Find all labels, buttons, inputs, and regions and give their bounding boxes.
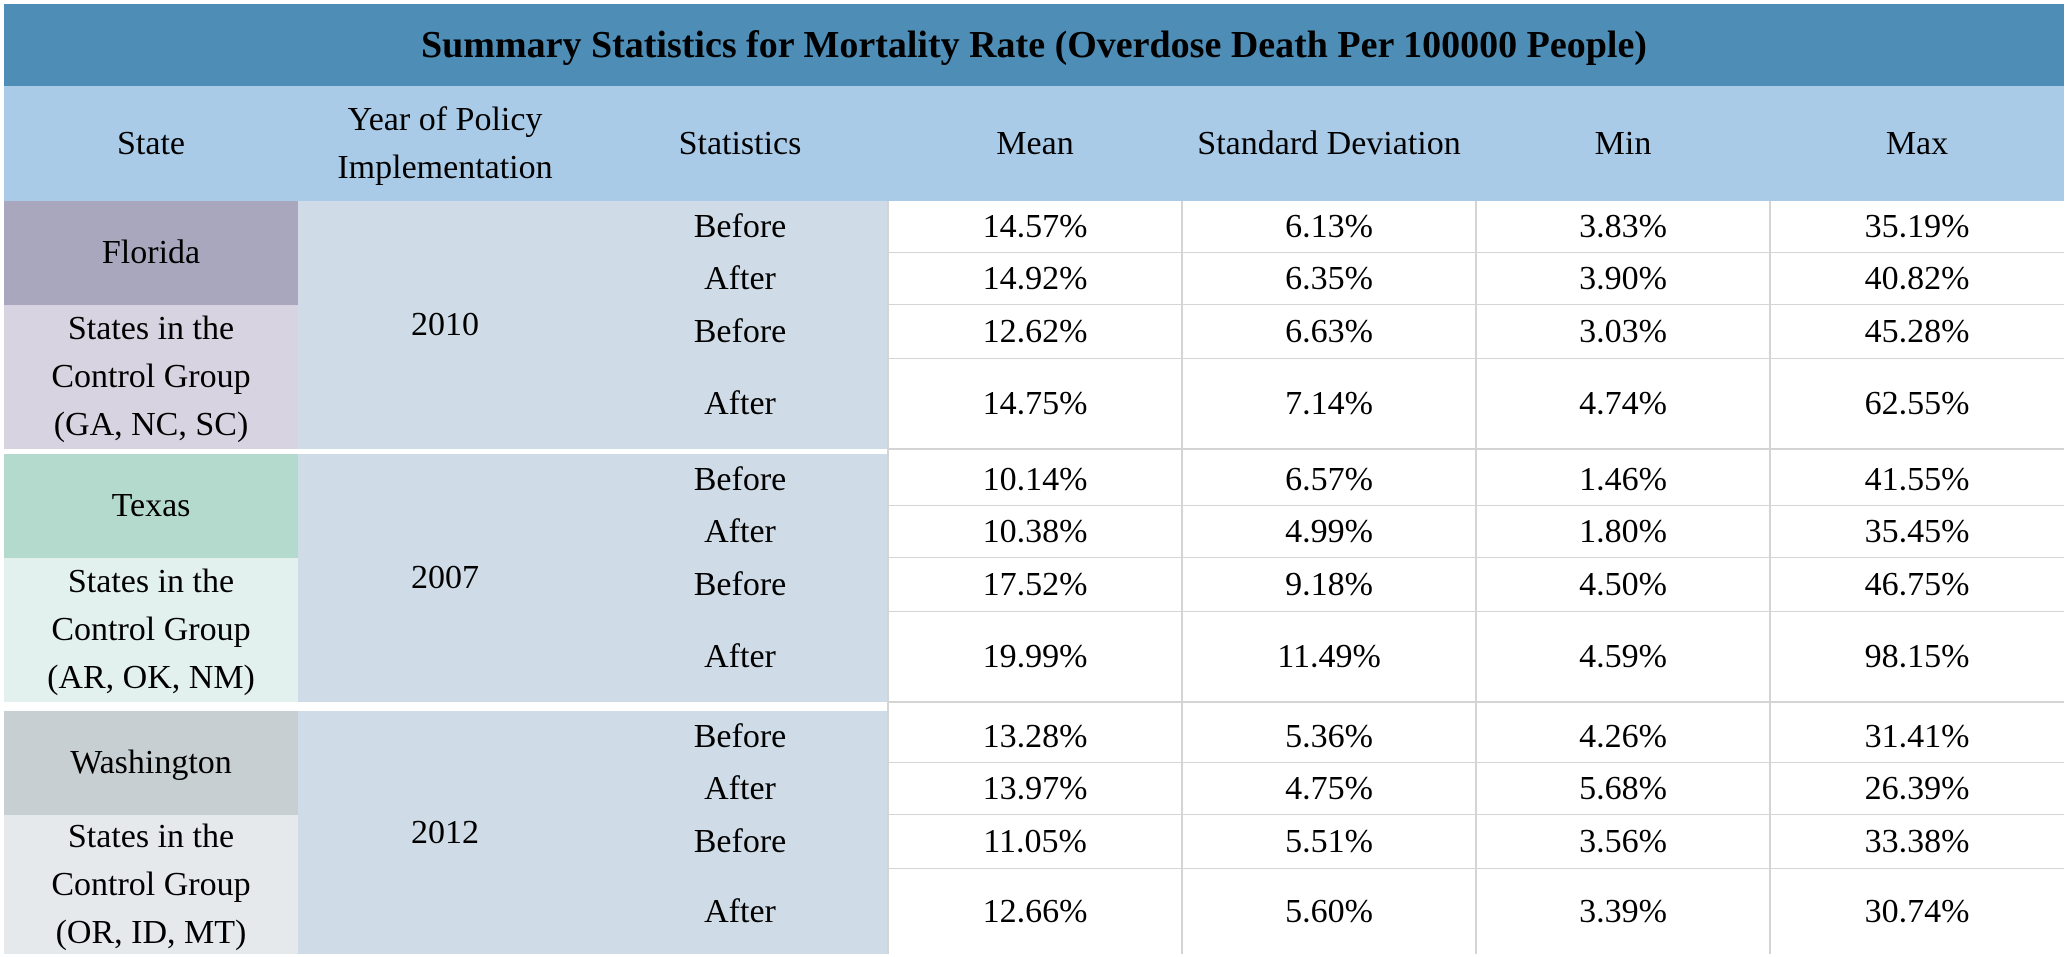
std-cell: 6.57% (1182, 454, 1476, 506)
state-treatment-cell: Florida (4, 201, 298, 305)
mean-cell: 13.28% (888, 711, 1182, 763)
year-band (298, 201, 888, 449)
min-cell: 3.90% (1476, 253, 1770, 305)
state-treatment-cell: Washington (4, 711, 298, 815)
std-cell: 5.36% (1182, 711, 1476, 763)
max-cell: 35.45% (1770, 506, 2064, 558)
year-cell: 2007 (411, 559, 479, 596)
header-year: Year of Policy Implementation (298, 86, 592, 201)
statistics-cell: Before (693, 461, 787, 498)
header-min: Min (1594, 124, 1652, 162)
column-divider (1769, 201, 1771, 954)
min-cell: 1.80% (1476, 506, 1770, 558)
min-cell: 5.68% (1476, 763, 1770, 815)
column-divider (887, 201, 889, 954)
header-year-line2: Implementation (337, 148, 553, 186)
statistics-cell: After (704, 260, 776, 297)
statistics-cell: After (704, 385, 776, 422)
max-cell: 35.19% (1770, 201, 2064, 253)
state-control-cell: States in the Control Group (AR, OK, NM) (4, 558, 298, 702)
control-group-line: (AR, OK, NM) (47, 659, 255, 696)
std-cell: 7.14% (1182, 359, 1476, 449)
control-group-line: Control Group (51, 865, 251, 903)
min-cell: 3.03% (1476, 305, 1770, 359)
header-mean: Mean (996, 124, 1074, 162)
std-cell: 4.99% (1182, 506, 1476, 558)
state-control-cell: States in the Control Group (GA, NC, SC) (4, 305, 298, 449)
min-cell: 4.50% (1476, 558, 1770, 612)
mean-cell: 14.92% (888, 253, 1182, 305)
mean-cell: 19.99% (888, 612, 1182, 702)
year-cell: 2010 (411, 306, 479, 343)
statistics-cell: Before (693, 566, 787, 603)
state-treatment-cell: Texas (4, 454, 298, 558)
mean-cell: 11.05% (888, 815, 1182, 869)
statistics-cell: Before (693, 823, 787, 860)
std-cell: 6.13% (1182, 201, 1476, 253)
header-std: Standard Deviation (1197, 124, 1461, 162)
control-group-line: States in the (67, 310, 235, 347)
statistics-cell: After (704, 892, 776, 930)
statistics-cell: Before (693, 718, 787, 755)
control-group-line: States in the (67, 817, 235, 855)
statistics-cell: Before (693, 313, 787, 350)
mean-cell: 10.38% (888, 506, 1182, 558)
std-cell: 9.18% (1182, 558, 1476, 612)
max-cell: 98.15% (1770, 612, 2064, 702)
state-control-cell: States in the Control Group (OR, ID, MT) (4, 815, 298, 954)
max-cell: 40.82% (1770, 253, 2064, 305)
min-cell: 4.59% (1476, 612, 1770, 702)
header-year-line1: Year of Policy (347, 100, 543, 138)
std-cell: 6.35% (1182, 253, 1476, 305)
max-cell: 30.74% (1770, 869, 2064, 954)
std-cell: 11.49% (1182, 612, 1476, 702)
std-cell: 6.63% (1182, 305, 1476, 359)
min-cell: 3.83% (1476, 201, 1770, 253)
statistics-cell: Before (693, 208, 787, 245)
header-max: Max (1885, 124, 1949, 162)
header-statistics: Statistics (678, 124, 802, 162)
mean-cell: 12.66% (888, 869, 1182, 954)
statistics-cell: After (704, 513, 776, 550)
max-cell: 31.41% (1770, 711, 2064, 763)
mean-cell: 17.52% (888, 558, 1182, 612)
max-cell: 46.75% (1770, 558, 2064, 612)
column-divider (1181, 201, 1183, 954)
control-group-line: (OR, ID, MT) (55, 913, 247, 951)
control-group-line: Control Group (51, 358, 251, 395)
statistics-cell: After (704, 638, 776, 675)
mean-cell: 14.75% (888, 359, 1182, 449)
year-band (298, 454, 888, 702)
table-title: Summary Statistics for Mortality Rate (O… (4, 4, 2064, 86)
min-cell: 1.46% (1476, 454, 1770, 506)
year-band (298, 711, 888, 954)
control-group-line: States in the (67, 563, 235, 600)
year-cell: 2012 (411, 813, 479, 851)
min-cell: 4.74% (1476, 359, 1770, 449)
max-cell: 33.38% (1770, 815, 2064, 869)
std-cell: 5.60% (1182, 869, 1476, 954)
mean-cell: 12.62% (888, 305, 1182, 359)
min-cell: 4.26% (1476, 711, 1770, 763)
header-row: State Year of Policy Implementation Stati… (4, 86, 2064, 201)
mean-cell: 13.97% (888, 763, 1182, 815)
max-cell: 45.28% (1770, 305, 2064, 359)
max-cell: 26.39% (1770, 763, 2064, 815)
max-cell: 41.55% (1770, 454, 2064, 506)
column-divider (1475, 201, 1477, 954)
min-cell: 3.39% (1476, 869, 1770, 954)
min-cell: 3.56% (1476, 815, 1770, 869)
mean-cell: 14.57% (888, 201, 1182, 253)
control-group-line: Control Group (51, 611, 251, 648)
control-group-line: (GA, NC, SC) (53, 406, 249, 443)
max-cell: 62.55% (1770, 359, 2064, 449)
mean-cell: 10.14% (888, 454, 1182, 506)
std-cell: 5.51% (1182, 815, 1476, 869)
statistics-cell: After (704, 770, 776, 807)
header-state: State (117, 124, 185, 162)
std-cell: 4.75% (1182, 763, 1476, 815)
